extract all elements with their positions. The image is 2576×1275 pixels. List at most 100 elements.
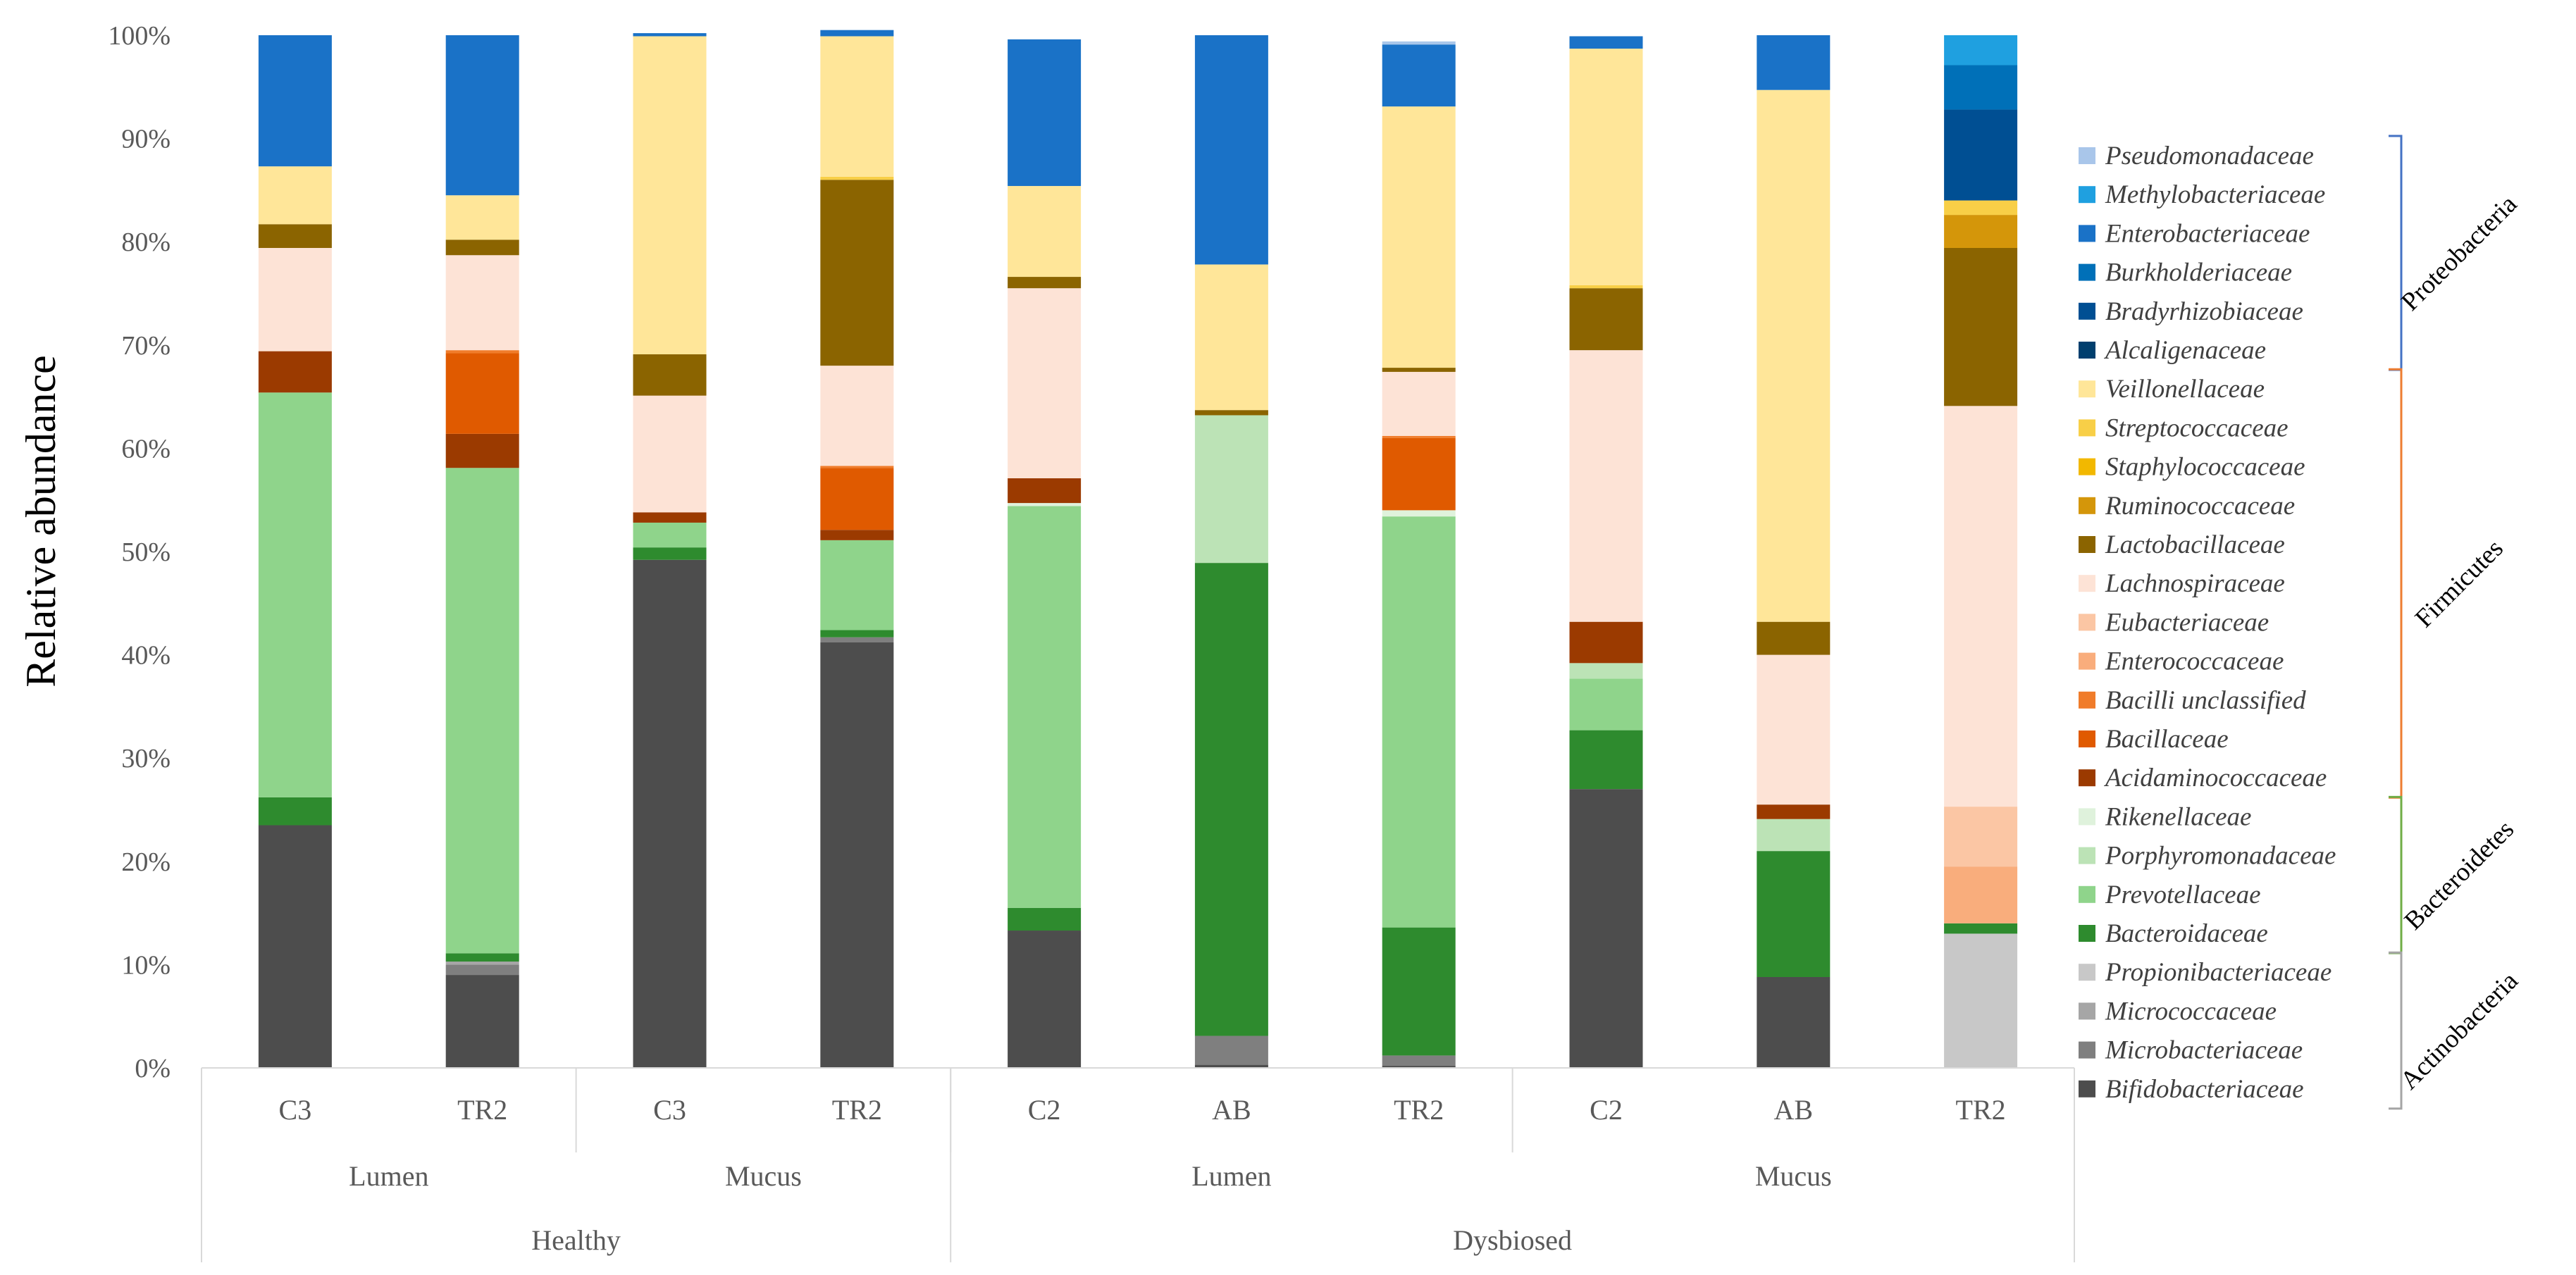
bar-segment-prevotellaceae <box>258 392 332 797</box>
legend-item-alcaligenaceae: Alcaligenaceae <box>2079 336 2266 365</box>
bar-segment-eubacteriaceae <box>1944 807 2018 867</box>
category-axis: C3 TR2 C3 TR2 C2 AB TR2 C2 AB TR2 Lumen Mucus Lumen M… <box>201 1067 2075 1262</box>
bar-stack-4 <box>820 30 894 1068</box>
phylum-actinobacteria: Actinobacteria <box>2389 951 2524 1110</box>
bar-segment-bifidobacteriaceae <box>445 975 519 1068</box>
bar-segment-acidaminococcaceae <box>1008 478 1082 504</box>
legend-label: Staphylococcaceae <box>2105 453 2305 482</box>
bar-segment-streptococcaceae <box>820 176 894 180</box>
y-tick-label: 0% <box>135 1054 171 1083</box>
bar-segment-porphyromonadaceae <box>1569 663 1643 679</box>
bar-segment-bacillaceae <box>445 353 519 434</box>
bar-segment-prevotellaceae <box>1008 506 1082 908</box>
bar-segment-lachnospiraceae <box>445 255 519 351</box>
legend-swatch <box>2079 147 2095 164</box>
legend-swatch <box>2079 497 2095 514</box>
legend-item-enterococcaceae: Enterococcaceae <box>2079 647 2284 676</box>
legend-swatch <box>2079 225 2095 242</box>
legend-item-burkholderiaceae: Burkholderiaceae <box>2079 259 2292 287</box>
site-group-label: Mucus <box>725 1160 802 1192</box>
bar-segment-veillonellaceae <box>1382 106 1456 368</box>
phylum-brackets: Proteobacteria Firmicutes Bacteroidetes Act… <box>2389 135 2524 1110</box>
bar-segment-veillonellaceae <box>1569 49 1643 285</box>
legend-item-streptococcaceae: Streptococcaceae <box>2079 413 2289 442</box>
bar-stack-10 <box>1944 35 2018 1068</box>
bar-stack-5 <box>1008 39 1082 1068</box>
legend-swatch <box>2079 885 2095 903</box>
legend-label: Prevotellaceae <box>2105 881 2261 909</box>
x-tick-label: C2 <box>1028 1094 1061 1126</box>
bar-segment-lactobacillaceae <box>1757 621 1831 655</box>
bar-segment-bacteroidaceae <box>1008 907 1082 931</box>
bar-segment-micrococcaceae <box>445 962 519 965</box>
legend-swatch <box>2079 263 2095 281</box>
bar-segment-veillonellaceae <box>1008 186 1082 278</box>
bar-segment-acidaminococcaceae <box>445 433 519 468</box>
legend-label: Pseudomonadaceae <box>2105 142 2314 170</box>
bar-segment-methylobacteriaceae <box>1944 35 2018 66</box>
bar-segment-lactobacillaceae <box>445 240 519 256</box>
bar-segment-microbacteriaceae <box>1382 1055 1456 1066</box>
bars <box>258 30 2018 1068</box>
bar-segment-bacteroidaceae <box>1569 730 1643 790</box>
legend-item-eubacteriaceae: Eubacteriaceae <box>2079 608 2269 637</box>
bar-segment-porphyromonadaceae <box>1194 415 1268 564</box>
phylum-proteobacteria: Proteobacteria <box>2389 135 2522 371</box>
bar-segment-lachnospiraceae <box>258 247 332 352</box>
legend-item-bifidobacteriaceae: Bifidobacteriaceae <box>2079 1075 2304 1104</box>
bar-segment-lactobacillaceae <box>258 224 332 248</box>
bar-segment-enterobacteriaceae <box>1569 36 1643 49</box>
legend-label: Bradyrhizobiaceae <box>2105 297 2303 326</box>
bar-segment-propionibacteriaceae <box>1944 933 2018 1068</box>
bar-segment-acidaminococcaceae <box>633 512 707 523</box>
bar-segment-ruminococcaceae <box>1944 215 2018 248</box>
legend-swatch <box>2079 419 2095 437</box>
legend-item-microbacteriaceae: Microbacteriaceae <box>2079 1036 2303 1065</box>
bar-segment-veillonellaceae <box>445 195 519 240</box>
bar-segment-lachnospiraceae <box>1944 406 2018 807</box>
legend-label: Propionibacteriaceae <box>2105 958 2332 987</box>
bar-segment-streptococcaceae <box>1569 285 1643 289</box>
bar-stack-1 <box>258 35 332 1068</box>
bar-segment-lachnospiraceae <box>1008 288 1082 478</box>
legend-swatch <box>2079 1002 2095 1020</box>
bar-segment-prevotellaceae <box>1569 678 1643 730</box>
legend-swatch <box>2079 652 2095 670</box>
legend-swatch <box>2079 1041 2095 1059</box>
bar-segment-bacilli-unclassified <box>820 466 894 468</box>
legend-label: Veillonellaceae <box>2105 375 2265 404</box>
phylum-label: Proteobacteria <box>2396 189 2522 316</box>
y-tick-label: 50% <box>121 537 171 567</box>
y-tick-label: 30% <box>121 744 171 773</box>
bar-stack-7 <box>1382 41 1456 1068</box>
legend-label: Bifidobacteriaceae <box>2105 1075 2304 1104</box>
bar-segment-lachnospiraceae <box>1569 350 1643 622</box>
bar-segment-lactobacillaceae <box>1569 288 1643 351</box>
legend-swatch <box>2079 614 2095 631</box>
legend-swatch <box>2079 964 2095 981</box>
x-tick-label: C3 <box>279 1094 312 1126</box>
bar-segment-bifidobacteriaceae <box>1008 931 1082 1068</box>
bar-segment-bacilli-unclassified <box>445 350 519 354</box>
bar-segment-enterobacteriaceae <box>445 35 519 196</box>
legend-item-ruminococcaceae: Ruminococcaceae <box>2079 492 2295 521</box>
legend-item-prevotellaceae: Prevotellaceae <box>2079 881 2261 909</box>
bar-segment-enterobacteriaceae <box>258 35 332 167</box>
bar-segment-bifidobacteriaceae <box>820 642 894 1068</box>
bar-segment-rikenellaceae <box>1382 510 1456 517</box>
bar-segment-enterococcaceae <box>1944 866 2018 923</box>
legend-label: Acidaminococcaceae <box>2103 764 2327 792</box>
legend-item-pseudomonadaceae: Pseudomonadaceae <box>2079 142 2314 170</box>
bar-segment-bacteroidaceae <box>258 797 332 826</box>
bar-segment-bacillaceae <box>820 468 894 530</box>
legend-item-acidaminococcaceae: Acidaminococcaceae <box>2079 764 2327 792</box>
bar-segment-bifidobacteriaceae <box>1569 789 1643 1068</box>
bar-segment-acidaminococcaceae <box>820 530 894 540</box>
legend-swatch <box>2079 380 2095 398</box>
legend-label: Bacillaceae <box>2105 725 2229 754</box>
bar-segment-acidaminococcaceae <box>258 351 332 393</box>
bar-segment-enterobacteriaceae <box>1194 35 1268 265</box>
legend-item-lachnospiraceae: Lachnospiraceae <box>2079 569 2285 598</box>
legend-label: Rikenellaceae <box>2105 802 2251 831</box>
bar-segment-streptococcaceae <box>1944 200 2018 216</box>
